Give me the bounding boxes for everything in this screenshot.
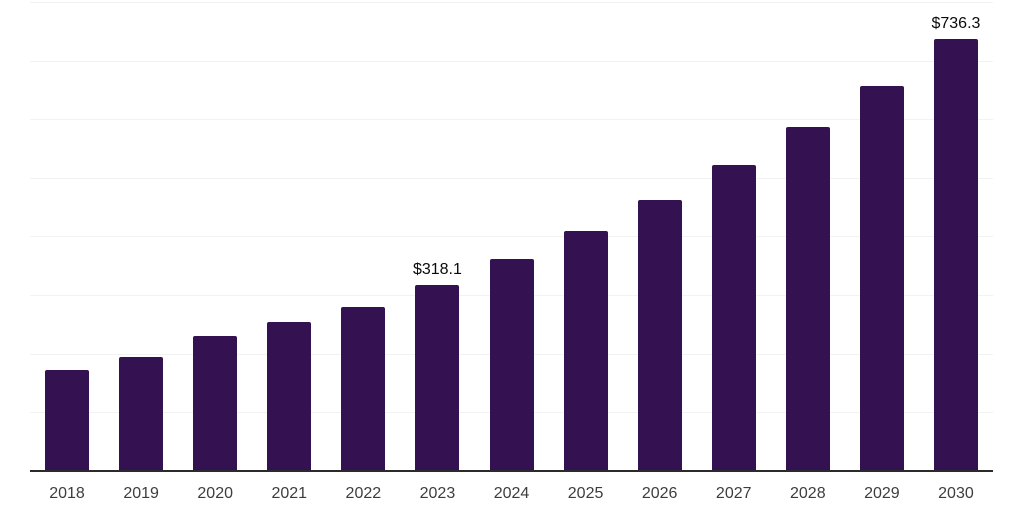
x-tick-label-2026: 2026 [641,485,678,502]
bar-2024 [490,259,534,471]
gridline-500 [30,178,993,179]
x-tick-label-2025: 2025 [567,485,604,502]
x-tick-label-2018: 2018 [49,485,85,502]
x-tick-label-2024: 2024 [493,485,530,502]
bar-2025 [564,231,608,471]
bar-2022 [341,307,385,471]
bar-2018 [45,370,89,471]
bar-value-label-2030: $736.3 [931,15,981,32]
bar-2029 [860,86,904,471]
x-tick-label-2028: 2028 [790,485,826,502]
gridline-700 [30,61,993,62]
x-tick-label-2029: 2029 [864,485,900,502]
gridline-600 [30,119,993,120]
x-tick-label-2020: 2020 [197,485,233,502]
bar-2026 [638,200,682,471]
x-tick-label-2022: 2022 [345,485,382,502]
bar-2019 [119,357,163,471]
gridline-400 [30,236,993,237]
bar-2021 [267,322,311,471]
bar-2028 [786,127,830,471]
x-tick-label-2023: 2023 [419,485,456,502]
x-tick-label-2019: 2019 [123,485,159,502]
bar-2027 [712,165,756,471]
x-tick-label-2030: 2030 [938,485,974,502]
x-tick-label-2021: 2021 [271,485,308,502]
bar-2030 [934,39,978,471]
x-axis-line [30,470,993,472]
bar-2020 [193,336,237,471]
x-tick-label-2027: 2027 [715,485,752,502]
gridline-800 [30,2,993,3]
bar-2023 [415,285,459,471]
bar-value-label-2023: $318.1 [412,261,462,278]
